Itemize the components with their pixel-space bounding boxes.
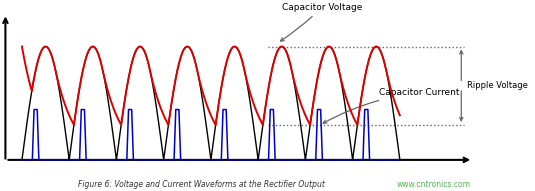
Text: Ripple Voltage: Ripple Voltage xyxy=(467,81,528,90)
Text: Figure 6: Voltage and Current Waveforms at the Rectifier Output: Figure 6: Voltage and Current Waveforms … xyxy=(78,180,325,189)
Text: www.cntronics.com: www.cntronics.com xyxy=(397,180,471,189)
Text: Capacitor Current: Capacitor Current xyxy=(323,88,459,123)
Text: Capacitor Voltage: Capacitor Voltage xyxy=(280,3,362,41)
